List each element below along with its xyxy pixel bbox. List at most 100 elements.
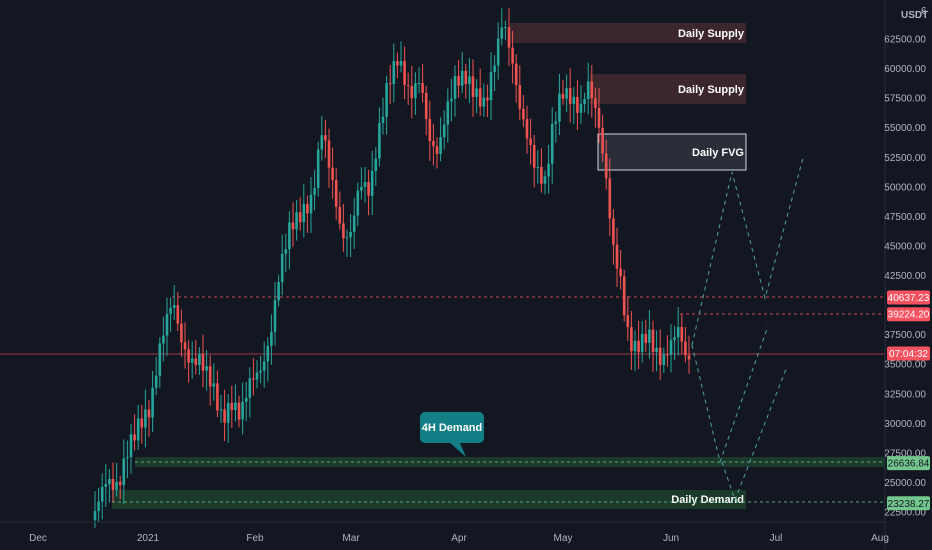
candle-body [97, 501, 100, 511]
candle-body [154, 375, 158, 388]
candle-body [255, 372, 259, 380]
candle-body [450, 98, 453, 102]
candle-body [428, 119, 432, 141]
candle-body [295, 212, 298, 230]
candle-body [442, 124, 446, 138]
candle-body [453, 76, 457, 99]
candle-body [248, 378, 252, 398]
candle-body [626, 315, 630, 328]
price-tag-box [887, 307, 930, 322]
candle-body [525, 119, 529, 139]
zone-supply-mid-label: Daily Supply [678, 84, 745, 96]
candle-body [165, 313, 169, 336]
candle-body [630, 327, 633, 352]
y-tick-label: 62500.00 [884, 35, 926, 46]
candle-body [435, 146, 439, 154]
candle-body [313, 188, 316, 195]
candle-body [540, 166, 543, 184]
candle-body [302, 203, 306, 223]
callout-4h-demand: 4H Demand [420, 412, 484, 457]
price-tag-label: 39224.20 [888, 310, 930, 321]
candle-body [176, 305, 180, 324]
candle-body [561, 93, 565, 99]
candle-body [183, 342, 187, 350]
candle-body [158, 343, 162, 376]
candle-body [338, 206, 342, 224]
candle-body [234, 402, 237, 411]
candle-body [345, 237, 349, 239]
candle-body [378, 122, 381, 159]
x-tick-jul: Jul [770, 533, 783, 544]
candle-body [190, 358, 194, 363]
candle-body [500, 27, 504, 39]
candle-body [259, 370, 262, 373]
price-tag-label: 07:04:32 [889, 349, 928, 360]
candle-body [194, 358, 198, 365]
candle-body [266, 345, 270, 362]
candle-body [608, 178, 612, 219]
candle-body [115, 481, 118, 490]
candle-body [572, 96, 576, 104]
candle-body [583, 98, 586, 104]
candle-body [108, 478, 111, 485]
candle-body [331, 167, 334, 181]
candle-body [230, 403, 234, 411]
candle-body [478, 88, 482, 107]
callout-box [420, 412, 484, 443]
candle-body [324, 135, 327, 141]
candle-body [662, 354, 666, 366]
x-tick-jun: Jun [663, 533, 679, 544]
callout-label: 4H Demand [422, 422, 483, 434]
projection-paths [691, 157, 804, 502]
candle-body [651, 329, 655, 353]
zone-daily-demand-label: Daily Demand [671, 494, 744, 506]
candle-body [122, 458, 126, 486]
candle-body [187, 349, 190, 363]
candle-body [385, 83, 388, 117]
candle-body [493, 65, 496, 73]
price-tag-box [887, 290, 930, 305]
zone-daily-demand [112, 490, 746, 509]
x-tick-mar: Mar [342, 533, 360, 544]
candle-body [349, 231, 352, 238]
candle-body [460, 70, 464, 86]
candle-body [471, 76, 475, 97]
candle-body [529, 138, 532, 146]
candle-body [169, 307, 172, 314]
x-tick-dec: Dec [29, 533, 47, 544]
currency-label: USDT [901, 10, 928, 21]
candle-body [136, 418, 140, 441]
x-tick-aug: Aug [871, 533, 889, 544]
candle-body [180, 323, 183, 343]
candle-body [208, 366, 212, 387]
candle-body [201, 353, 205, 371]
candle-body [291, 222, 295, 230]
candle-body [568, 88, 572, 104]
price-tag-label: 40637.23 [888, 293, 930, 304]
candle-body [547, 163, 550, 177]
x-axis: Dec 2021 Feb Mar Apr May Jun Jul Aug [0, 521, 889, 544]
candle-body [100, 486, 104, 502]
candle-body [93, 510, 97, 521]
y-tick-label: 32500.00 [884, 389, 926, 400]
candle-body [550, 123, 554, 164]
candles-layer [93, 8, 691, 529]
candle-body [565, 88, 568, 99]
candle-body [637, 340, 640, 353]
candle-body [352, 215, 356, 232]
y-tick-label: 37500.00 [884, 330, 926, 341]
y-axis: 6 USDT 62500.00 60000.00 57500.00 55000.00 5… [884, 0, 932, 550]
candle-body [464, 70, 468, 84]
candle-body [288, 222, 291, 250]
candle-body [554, 121, 558, 124]
candle-body [514, 63, 518, 86]
y-tick-label: 60000.00 [884, 64, 926, 75]
candle-body [104, 484, 108, 487]
candle-body [327, 140, 331, 168]
candle-body [446, 101, 450, 125]
candle-body [648, 329, 651, 343]
y-tick-label: 47500.00 [884, 212, 926, 223]
candle-body [406, 85, 410, 87]
candle-body [316, 149, 320, 189]
